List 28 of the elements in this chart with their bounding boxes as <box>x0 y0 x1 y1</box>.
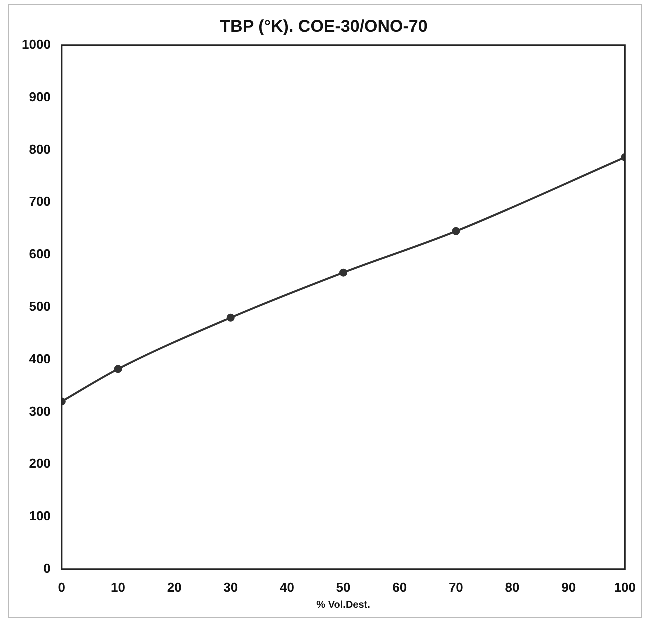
x-tick-label: 60 <box>392 580 408 595</box>
y-tick-label: 1000 <box>22 36 51 52</box>
y-tick-label: 700 <box>29 194 51 210</box>
x-tick-label: 10 <box>111 580 126 595</box>
chart-title: TBP (°K). COE-30/ONO-70 <box>220 16 428 36</box>
y-tick-label: 800 <box>29 142 51 157</box>
x-tick-label: 100 <box>614 580 636 595</box>
point <box>452 227 460 236</box>
x-axis-title: % Vol.Dest. <box>316 600 371 611</box>
y-tick-label: 500 <box>29 298 51 314</box>
y-tick-label: 900 <box>29 89 51 104</box>
y-tick-label: 100 <box>29 508 51 524</box>
x-tick-label: 70 <box>448 580 464 595</box>
x-tick-label: 90 <box>562 580 576 595</box>
point <box>114 365 122 374</box>
y-tick-label: 400 <box>29 351 51 366</box>
y-tick-label: 600 <box>29 246 51 262</box>
x-tick-label: 30 <box>224 580 238 595</box>
x-tick-label: 40 <box>280 580 294 595</box>
y-tick-label: 200 <box>29 456 51 472</box>
y-tick-label: 0 <box>44 560 51 576</box>
y-tick-label: 300 <box>29 404 51 419</box>
point <box>340 268 348 277</box>
x-tick-label: 0 <box>58 580 66 595</box>
x-tick-label: 80 <box>505 580 520 595</box>
x-tick-label: 50 <box>336 580 351 595</box>
point <box>226 314 235 322</box>
x-tick-label: 20 <box>167 580 182 595</box>
